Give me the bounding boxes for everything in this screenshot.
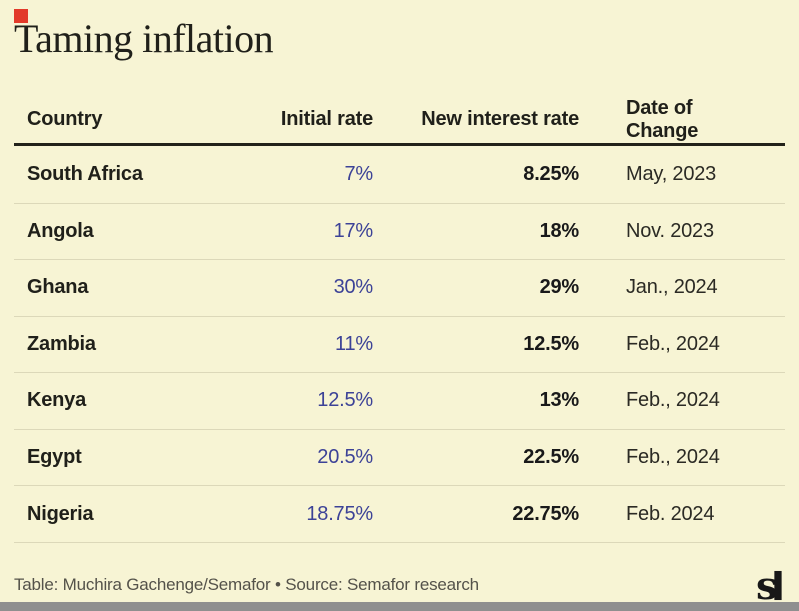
footer: Table: Muchira Gachenge/Semafor • Source… bbox=[14, 569, 783, 601]
cell-new-interest-rate: 12.5% bbox=[523, 332, 579, 355]
table-row: Nigeria 18.75% 22.75% Feb. 2024 bbox=[14, 485, 785, 542]
cell-country: Ghana bbox=[27, 276, 89, 299]
cell-country: Nigeria bbox=[27, 502, 94, 525]
table-row: Ghana 30% 29% Jan., 2024 bbox=[14, 259, 785, 316]
cell-new-interest-rate: 22.75% bbox=[512, 502, 579, 525]
cell-date-of-change: Feb., 2024 bbox=[626, 332, 720, 355]
table-row: Kenya 12.5% 13% Feb., 2024 bbox=[14, 372, 785, 429]
semafor-logo-icon: s bbox=[757, 570, 782, 601]
table-row: Zambia 11% 12.5% Feb., 2024 bbox=[14, 315, 785, 373]
cell-date-of-change: Jan., 2024 bbox=[626, 276, 718, 299]
table-row: Angola 17% 18% Nov. 2023 bbox=[14, 202, 785, 260]
interest-rates-table: Country Initial rate New interest rate D… bbox=[14, 96, 785, 543]
table-row: Egypt 20.5% 22.5% Feb., 2024 bbox=[14, 428, 785, 486]
cell-date-of-change: Feb. 2024 bbox=[626, 502, 715, 525]
table-header-row: Country Initial rate New interest rate D… bbox=[14, 96, 785, 146]
cell-date-of-change: Feb., 2024 bbox=[626, 446, 720, 468]
cell-new-interest-rate: 18% bbox=[539, 219, 580, 242]
column-header-date-of-change: Date of Change bbox=[626, 96, 699, 142]
cell-date-of-change: Feb., 2024 bbox=[626, 389, 720, 412]
cell-initial-rate: 12.5% bbox=[317, 389, 373, 412]
column-header-initial-rate: Initial rate bbox=[280, 108, 373, 130]
cell-new-interest-rate: 22.5% bbox=[523, 446, 579, 468]
credit-line: Table: Muchira Gachenge/Semafor • Source… bbox=[14, 575, 479, 594]
cell-initial-rate: 20.5% bbox=[317, 446, 373, 468]
cell-date-of-change: Nov. 2023 bbox=[626, 219, 714, 242]
cell-initial-rate: 17% bbox=[333, 219, 374, 242]
brand-red-square bbox=[14, 9, 28, 23]
column-header-new-interest-rate: New interest rate bbox=[421, 108, 579, 130]
cell-country: South Africa bbox=[27, 162, 143, 185]
svg-text:s: s bbox=[757, 570, 778, 601]
cell-country: Egypt bbox=[27, 446, 82, 468]
cell-country: Angola bbox=[27, 219, 94, 242]
table-row: South Africa 7% 8.25% May, 2023 bbox=[14, 146, 785, 203]
column-header-country: Country bbox=[27, 108, 103, 130]
cell-new-interest-rate: 13% bbox=[539, 389, 580, 412]
cell-new-interest-rate: 29% bbox=[539, 276, 580, 299]
cell-date-of-change: May, 2023 bbox=[626, 162, 717, 185]
cell-country: Zambia bbox=[27, 332, 96, 355]
table-body: South Africa 7% 8.25% May, 2023 Angola 1… bbox=[14, 146, 785, 543]
cell-new-interest-rate: 8.25% bbox=[523, 162, 579, 185]
cell-initial-rate: 18.75% bbox=[306, 502, 373, 525]
page-title: Taming inflation bbox=[14, 16, 274, 61]
cell-initial-rate: 30% bbox=[333, 276, 374, 299]
cell-initial-rate: 7% bbox=[344, 162, 373, 185]
cell-country: Kenya bbox=[27, 389, 87, 412]
cell-initial-rate: 11% bbox=[335, 332, 373, 355]
bottom-edge-bar bbox=[0, 602, 799, 611]
